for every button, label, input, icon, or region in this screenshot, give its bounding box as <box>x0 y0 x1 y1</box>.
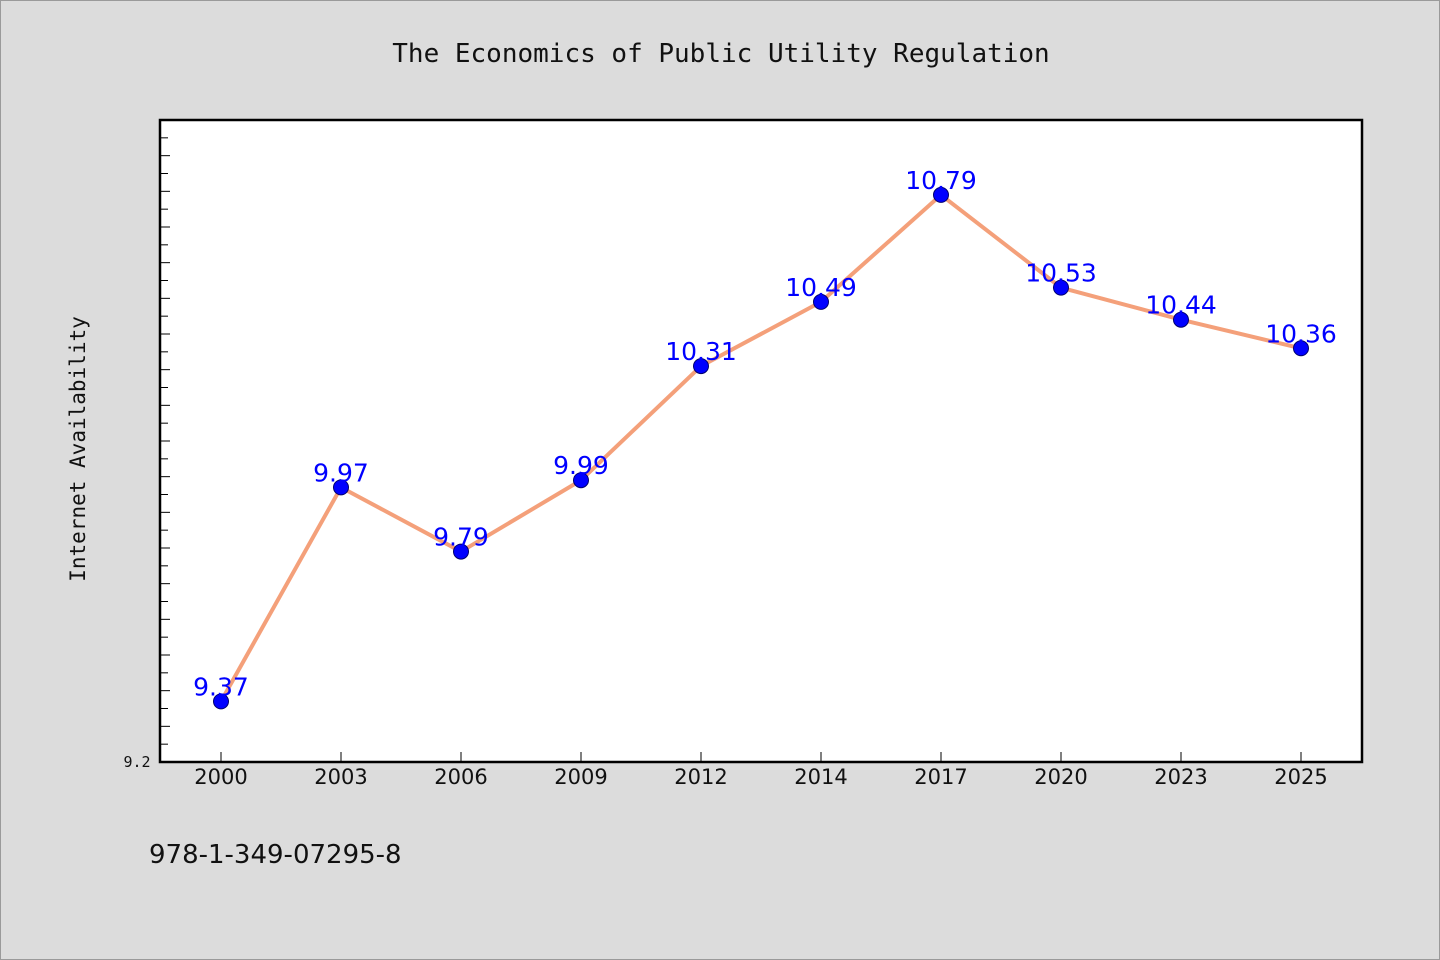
data-label: 10.31 <box>665 337 737 366</box>
x-tick-label: 2025 <box>1274 765 1327 789</box>
x-tick-label: 2006 <box>434 765 487 789</box>
data-label: 9.97 <box>313 458 369 487</box>
data-label: 9.99 <box>553 451 609 480</box>
y-tick-label: 9.2 <box>123 753 150 771</box>
x-tick-label: 2009 <box>554 765 607 789</box>
data-label: 10.79 <box>905 166 977 195</box>
data-point <box>213 693 229 710</box>
x-tick-label: 2017 <box>914 765 967 789</box>
y-axis-ticks <box>160 137 170 745</box>
data-point <box>1173 311 1189 328</box>
data-point <box>1053 279 1069 296</box>
data-label: 9.79 <box>433 523 489 552</box>
data-point <box>933 186 949 203</box>
data-label: 9.37 <box>193 672 249 701</box>
data-point <box>1293 340 1309 357</box>
x-tick-label: 2023 <box>1154 765 1207 789</box>
data-label: 10.36 <box>1265 319 1337 348</box>
x-tick-label: 2020 <box>1034 765 1087 789</box>
data-point <box>693 358 709 375</box>
isbn-text: 978-1-349-07295-8 <box>149 840 402 870</box>
x-axis-ticks: 2000 2003 2006 2009 2012 2014 2017 2020 2023 2025 <box>194 752 1328 789</box>
x-tick-label: 2012 <box>674 765 727 789</box>
plot-area <box>158 118 1364 764</box>
x-tick-label: 2000 <box>194 765 247 789</box>
x-tick-label: 2014 <box>794 765 847 789</box>
data-point <box>573 472 589 489</box>
data-point <box>333 479 349 496</box>
series-line <box>219 192 1303 704</box>
data-label: 10.49 <box>785 273 857 302</box>
data-series: 9.37 9.97 9.79 9.99 10.31 10.49 10.79 10.53 10.4… <box>193 166 1337 710</box>
data-label: 10.53 <box>1025 259 1097 288</box>
x-tick-label: 2003 <box>314 765 367 789</box>
data-point <box>813 293 829 310</box>
data-point <box>453 543 469 560</box>
data-label: 10.44 <box>1145 291 1217 320</box>
chart-title: The Economics of Public Utility Regulati… <box>392 39 1049 69</box>
y-axis-label: Internet Availability <box>66 316 90 582</box>
